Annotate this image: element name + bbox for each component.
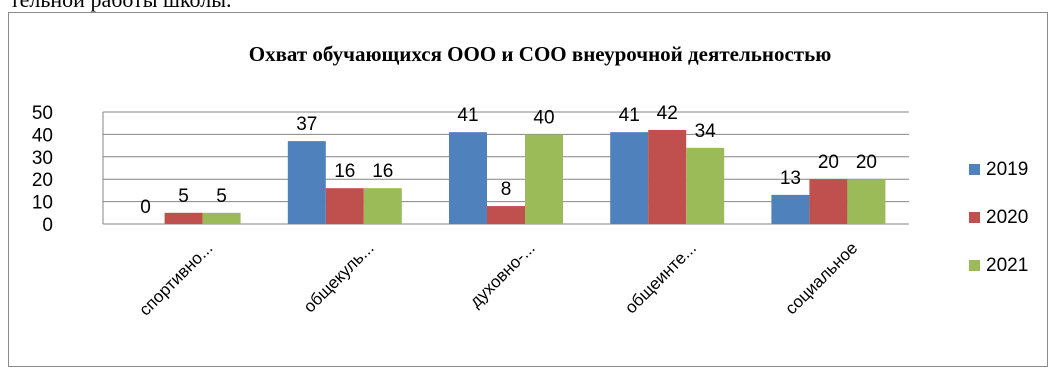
legend: 2019 2020 2021 [969,159,1028,276]
x-category-label: общекуль... [300,238,378,316]
data-label: 0 [140,197,151,218]
data-label: 41 [457,105,478,126]
y-tick-label: 20 [32,170,53,191]
bar-2021-5 [847,179,886,224]
data-label: 42 [657,103,678,124]
y-tick-label: 30 [32,148,53,169]
bar-2020-2 [325,188,364,224]
bar-2020-1 [164,212,203,224]
data-label: 34 [695,121,717,142]
data-label: 16 [372,161,393,182]
chart-title: Охват обучающихся ООО и СОО внеурочной д… [249,42,832,66]
legend-label: 2021 [986,255,1028,276]
data-label: 5 [178,186,189,207]
y-tick-label: 50 [32,103,53,124]
bar-2020-4 [648,129,687,224]
data-label: 20 [856,152,877,173]
bar-chart: Охват обучающихся ООО и СОО внеурочной д… [32,42,1028,319]
legend-swatch-2021 [969,260,980,271]
bar-2019-3 [449,132,487,224]
data-label: 20 [818,152,839,173]
x-category-label: спортивно... [135,238,216,319]
x-axis-categories: спортивно... общекуль... духовно-... общеин… [135,238,861,319]
legend-label: 2020 [986,207,1028,228]
bar-2019-4 [610,132,649,224]
bar-2021-3 [525,134,563,224]
data-label: 41 [619,105,640,126]
x-category-label: социальное [781,238,861,318]
legend-swatch-2020 [969,212,980,223]
bar-2019-5 [771,194,810,224]
y-tick-label: 10 [32,193,53,214]
data-label: 37 [296,114,317,135]
bar-2020-3 [487,206,525,224]
bar-2021-2 [363,188,402,224]
bar-2020-5 [809,179,848,224]
data-label: 16 [334,161,355,182]
legend-label: 2019 [986,159,1028,180]
data-label: 8 [501,179,512,200]
bar-2021-4 [686,147,725,224]
y-tick-label: 40 [32,125,53,146]
page-text-fragment: тельной работы школы. [10,0,231,13]
bar-2019-2 [287,141,326,224]
legend-swatch-2019 [969,164,980,175]
bar-2021-1 [202,212,241,224]
x-category-label: общеинте... [621,238,700,317]
bars [164,129,886,224]
x-category-label: духовно-... [466,238,539,311]
data-labels: 0 5 5 37 16 16 41 8 40 41 42 34 13 20 20 [140,103,877,218]
data-label: 5 [216,186,227,207]
chart-frame: Охват обучающихся ООО и СОО внеурочной д… [8,12,1048,367]
y-tick-label: 0 [42,215,53,236]
data-label: 13 [780,168,801,189]
data-label: 40 [533,107,554,128]
